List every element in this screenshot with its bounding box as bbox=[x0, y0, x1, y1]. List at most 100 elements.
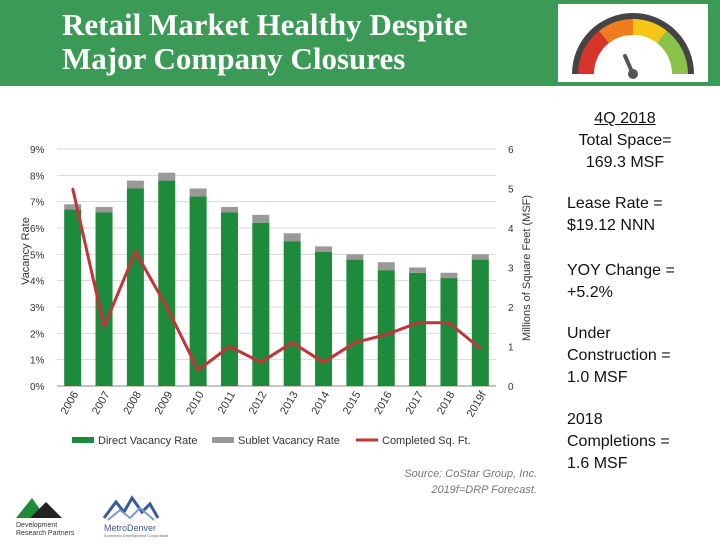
bar-direct-vacancy bbox=[440, 278, 458, 386]
metro-denver-logo: MetroDenver Economic Development Corpora… bbox=[102, 495, 168, 538]
y-tick-label: 1% bbox=[30, 356, 45, 367]
bar-direct-vacancy bbox=[189, 196, 207, 386]
y-tick-label: 2% bbox=[30, 329, 45, 340]
x-tick-label: 2008 bbox=[121, 390, 144, 417]
bars bbox=[64, 172, 489, 386]
line-point bbox=[447, 321, 450, 324]
bar-direct-vacancy bbox=[283, 241, 301, 386]
bar-direct-vacancy bbox=[220, 212, 238, 386]
y2-tick-label: 1 bbox=[508, 343, 514, 354]
stat-label: Lease Rate = bbox=[567, 195, 663, 212]
stat-label: YOY Change = bbox=[567, 262, 675, 279]
line-point bbox=[353, 341, 356, 344]
gridlines bbox=[57, 148, 496, 387]
metro-logo-name: MetroDenver bbox=[104, 523, 156, 533]
stat-label: Under bbox=[567, 325, 611, 342]
y2-tick-label: 0 bbox=[508, 382, 514, 393]
source-note: Source: CoStar Group, Inc. 2019f=DRP For… bbox=[400, 466, 537, 498]
stat-label: Completions = bbox=[567, 433, 670, 450]
stat-value: 169.3 MSF bbox=[585, 154, 665, 171]
stat-label: Construction = bbox=[567, 347, 671, 364]
bar-direct-vacancy bbox=[126, 188, 144, 386]
stat-value: +5.2% bbox=[567, 284, 613, 301]
yoy-change-stat: YOY Change = +5.2% bbox=[567, 260, 675, 304]
line-point bbox=[71, 187, 74, 190]
bar-sublet-vacancy bbox=[377, 262, 395, 271]
drp-logo: Development Research Partners bbox=[16, 498, 75, 537]
bar-sublet-vacancy bbox=[315, 246, 333, 252]
line-point bbox=[479, 347, 482, 350]
bar-direct-vacancy bbox=[95, 212, 113, 386]
x-tick-label: 2009 bbox=[153, 390, 176, 417]
x-tick-label: 2015 bbox=[341, 390, 364, 417]
line-point bbox=[197, 369, 200, 372]
line-point bbox=[259, 361, 262, 364]
x-tick-label: 2014 bbox=[309, 390, 332, 417]
x-tick-label: 2011 bbox=[216, 390, 238, 416]
bar-sublet-vacancy bbox=[64, 204, 82, 210]
completions-stat: 2018 Completions = 1.6 MSF bbox=[567, 409, 670, 475]
total-space-stat: 4Q 2018 Total Space= 169.3 MSF bbox=[555, 108, 695, 174]
bar-sublet-vacancy bbox=[252, 214, 270, 223]
metro-logo-sub: Economic Development Corporation bbox=[104, 533, 168, 538]
y-tick-label: 9% bbox=[30, 145, 45, 156]
bar-sublet-vacancy bbox=[471, 254, 489, 260]
drp-logo-line-2: Research Partners bbox=[16, 530, 75, 537]
y-axis-label: Vacancy Rate bbox=[20, 217, 32, 285]
legend-label: Completed Sq. Ft. bbox=[382, 435, 471, 447]
bar-direct-vacancy bbox=[64, 209, 82, 386]
chart-legend: Direct Vacancy Rate Sublet Vacancy Rate Co… bbox=[72, 435, 471, 447]
stat-label: 2018 bbox=[567, 411, 603, 428]
legend-swatch bbox=[72, 437, 94, 443]
stat-value: 1.0 MSF bbox=[567, 369, 628, 386]
legend-label: Sublet Vacancy Rate bbox=[238, 435, 340, 447]
x-axis-ticks: 2006 2007 2008 2009 2010 2011 2012 2013 2014 2015… bbox=[59, 389, 490, 420]
gauge-icon bbox=[572, 13, 694, 79]
bar-direct-vacancy bbox=[409, 272, 427, 386]
line-point bbox=[416, 321, 419, 324]
y2-tick-label: 6 bbox=[508, 145, 514, 156]
bar-sublet-vacancy bbox=[158, 172, 176, 181]
y-tick-label: 0% bbox=[30, 382, 45, 393]
x-tick-label: 2016 bbox=[372, 390, 395, 417]
title-banner: Retail Market Healthy Despite Major Comp… bbox=[0, 0, 720, 86]
x-tick-label: 2006 bbox=[59, 390, 82, 417]
series-line-completed bbox=[71, 188, 482, 372]
bar-direct-vacancy bbox=[471, 259, 489, 386]
legend-label: Direct Vacancy Rate bbox=[98, 435, 197, 447]
line-point bbox=[322, 361, 325, 364]
line-point bbox=[165, 306, 168, 308]
title-line-2: Major Company Closures bbox=[62, 41, 406, 76]
stat-value: 1.6 MSF bbox=[567, 455, 628, 472]
bar-direct-vacancy bbox=[346, 259, 364, 386]
source-line-2: 2019f=DRP Forecast. bbox=[431, 484, 537, 496]
page-title: Retail Market Healthy Despite Major Comp… bbox=[62, 8, 532, 76]
x-tick-label: 2017 bbox=[404, 390, 427, 417]
y2-axis-label: Millions of Square Feet (MSF) bbox=[521, 195, 533, 341]
y-tick-label: 3% bbox=[30, 303, 45, 314]
y2-tick-label: 2 bbox=[508, 303, 514, 314]
y-tick-label: 4% bbox=[30, 277, 45, 288]
title-line-1: Retail Market Healthy Despite bbox=[62, 7, 468, 42]
bar-sublet-vacancy bbox=[126, 180, 144, 189]
bar-sublet-vacancy bbox=[440, 272, 458, 279]
stat-label: Total Space= bbox=[578, 132, 672, 149]
legend-swatch bbox=[212, 437, 234, 443]
drp-logo-line-1: Development bbox=[16, 522, 57, 529]
source-line-1: Source: CoStar Group, Inc. bbox=[404, 468, 537, 480]
y-tick-label: 5% bbox=[30, 250, 45, 261]
bar-sublet-vacancy bbox=[409, 267, 427, 273]
stat-value: $19.12 NNN bbox=[567, 217, 656, 234]
bar-sublet-vacancy bbox=[283, 233, 301, 242]
stat-period: 4Q 2018 bbox=[594, 110, 656, 127]
y2-tick-label: 5 bbox=[508, 185, 514, 196]
right-axis-ticks: 0 1 2 3 4 5 6 bbox=[508, 145, 514, 393]
line-point bbox=[103, 325, 106, 328]
line-point bbox=[134, 250, 137, 253]
bar-direct-vacancy bbox=[252, 222, 270, 386]
bar-direct-vacancy bbox=[315, 251, 333, 386]
x-tick-label: 2012 bbox=[247, 390, 270, 417]
left-axis-ticks: 0% 1% 2% 3% 4% 5% 6% 7% 8% 9% bbox=[30, 145, 45, 393]
bar-direct-vacancy bbox=[158, 180, 176, 386]
